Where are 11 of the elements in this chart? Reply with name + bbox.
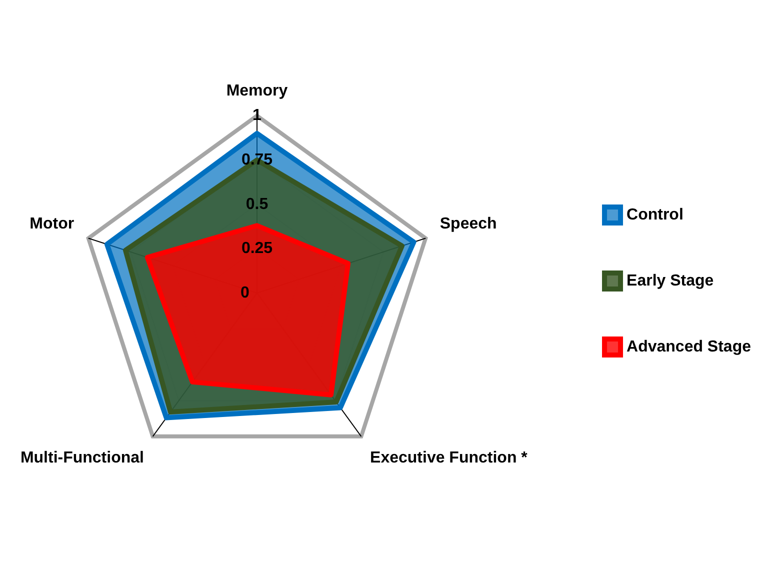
y-tick-label: 0.5 xyxy=(246,196,268,213)
spoke-label: Motor xyxy=(30,215,74,232)
spoke-label: Memory xyxy=(226,82,288,100)
spoke-label: Speech xyxy=(440,215,497,232)
spoke-label: Multi-Functional xyxy=(20,450,144,467)
y-tick-label: 0.25 xyxy=(241,240,273,258)
legend-label: Early Stage xyxy=(626,272,714,290)
y-tick-label: 0 xyxy=(240,284,250,302)
legend-label: Advanced Stage xyxy=(626,338,752,356)
legend-label: Control xyxy=(626,206,684,224)
spoke-label: Executive Function * xyxy=(370,450,528,467)
